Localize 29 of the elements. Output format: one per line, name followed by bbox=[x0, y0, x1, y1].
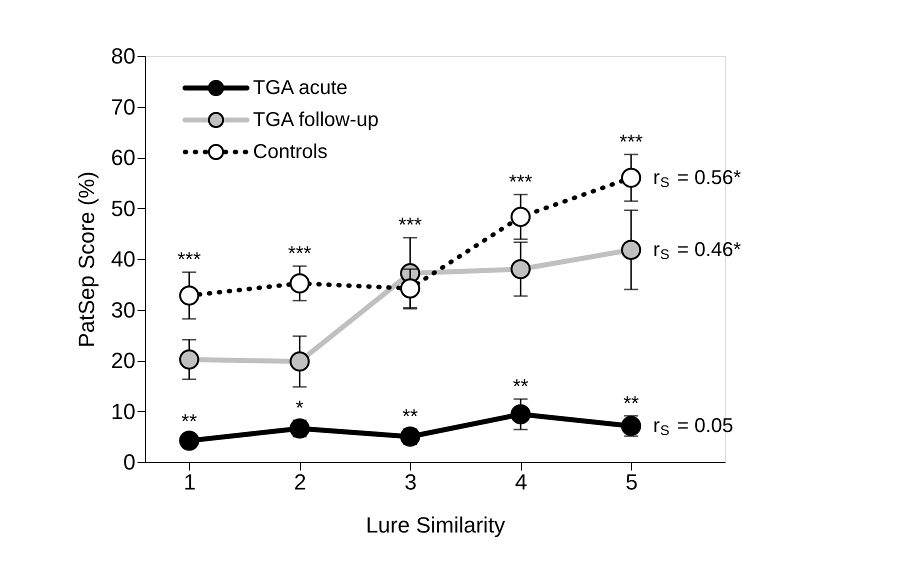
legend-label: TGA follow-up bbox=[253, 109, 379, 131]
annotation: *** bbox=[178, 249, 202, 272]
annotation: ** bbox=[623, 392, 640, 415]
annotation: *** bbox=[288, 243, 312, 266]
y-tick-label: 60 bbox=[111, 145, 136, 170]
x-axis-title: Lure Similarity bbox=[366, 512, 506, 538]
annotation: * bbox=[296, 397, 304, 420]
y-tick-label: 50 bbox=[111, 196, 136, 221]
annotation: *** bbox=[508, 172, 533, 194]
annotation: ** bbox=[181, 411, 198, 434]
x-tick-label: 1 bbox=[184, 470, 196, 494]
x-tick-label: 4 bbox=[514, 470, 528, 494]
x-tick-label: 5 bbox=[625, 470, 638, 494]
legend-label: Controls bbox=[253, 141, 328, 163]
x-tick-label: 2 bbox=[294, 470, 306, 494]
y-tick-label: 80 bbox=[111, 44, 136, 68]
y-tick-label: 70 bbox=[111, 94, 136, 120]
y-tick-label: 0 bbox=[123, 450, 136, 474]
annotation: *** bbox=[398, 214, 422, 237]
y-axis-title: PatSep Score (%) bbox=[74, 171, 100, 348]
y-tick-label: 40 bbox=[111, 246, 136, 272]
annotation: ** bbox=[512, 376, 529, 398]
y-tick-label: 10 bbox=[111, 398, 136, 424]
y-tick-label: 30 bbox=[111, 297, 136, 322]
x-tick-label: 3 bbox=[404, 470, 417, 494]
legend-label: TGA acute bbox=[253, 77, 348, 99]
y-tick-label: 20 bbox=[111, 348, 136, 373]
annotation: ** bbox=[402, 406, 418, 428]
annotation: *** bbox=[619, 131, 643, 154]
